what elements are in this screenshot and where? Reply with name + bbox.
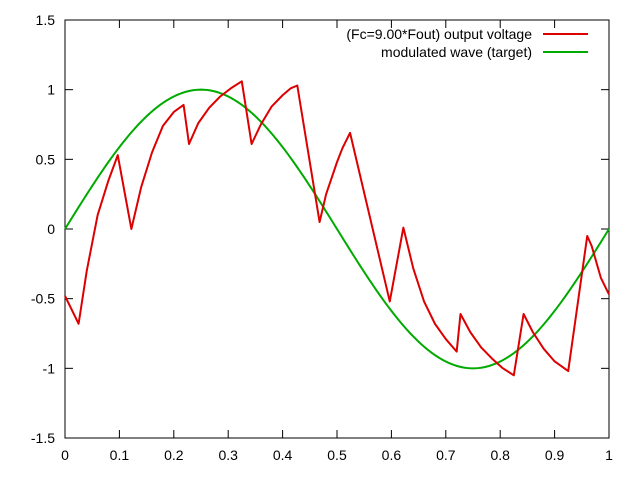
x-tick-label: 0.2 bbox=[164, 447, 184, 463]
x-tick-label: 0.6 bbox=[382, 447, 402, 463]
y-ticks: 1.5 1 0.5 0 -0.5 -1 -1.5 bbox=[31, 12, 609, 446]
y-tick-label: 0 bbox=[47, 221, 55, 237]
x-tick-label: 0.9 bbox=[545, 447, 565, 463]
y-tick-label: -1 bbox=[43, 360, 56, 376]
y-tick-label: 1.5 bbox=[36, 12, 56, 28]
series-line-output-voltage bbox=[64, 80, 610, 377]
x-tick-label: 0.8 bbox=[490, 447, 510, 463]
x-ticks: 0 0.1 0.2 0.3 0.4 0.5 0.6 0.7 0.8 0.9 1 bbox=[61, 20, 613, 463]
series-line-modulated-wave bbox=[64, 88, 610, 370]
legend: (Fc=9.00*Fout) output voltage modulated … bbox=[346, 26, 588, 60]
y-tick-label: -0.5 bbox=[31, 291, 55, 307]
y-tick-label: 0.5 bbox=[36, 151, 56, 167]
x-tick-label: 0.7 bbox=[436, 447, 456, 463]
series-lines bbox=[64, 80, 610, 377]
legend-label-modulated-wave: modulated wave (target) bbox=[381, 44, 532, 60]
x-tick-label: 0.4 bbox=[273, 447, 293, 463]
x-tick-label: 0.1 bbox=[110, 447, 130, 463]
legend-label-output-voltage: (Fc=9.00*Fout) output voltage bbox=[346, 26, 532, 42]
x-tick-label: 1 bbox=[605, 447, 613, 463]
y-tick-label: 1 bbox=[47, 82, 55, 98]
y-tick-label: -1.5 bbox=[31, 430, 55, 446]
x-tick-label: 0 bbox=[61, 447, 69, 463]
x-tick-label: 0.3 bbox=[218, 447, 238, 463]
x-tick-label: 0.5 bbox=[327, 447, 347, 463]
